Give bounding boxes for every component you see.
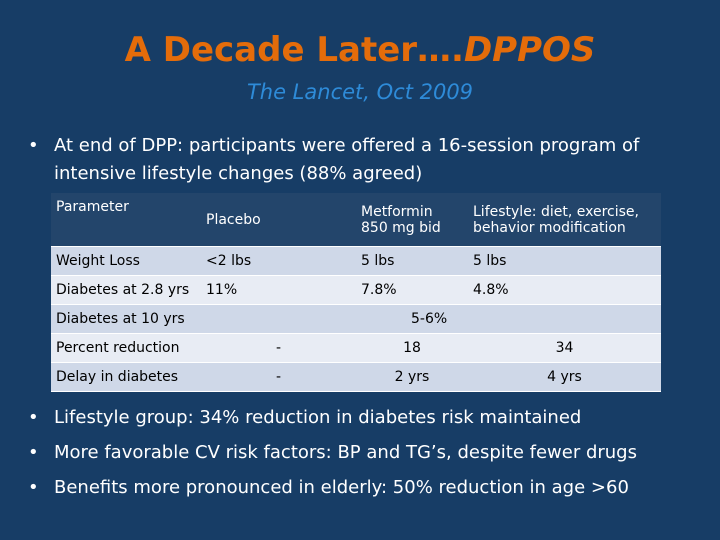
bullet-icon: •	[28, 477, 39, 498]
table-row: Percent reduction - 18 34	[51, 334, 661, 363]
header-placebo: Placebo	[201, 193, 356, 247]
table-row: Delay in diabetes - 2 yrs 4 yrs	[51, 363, 661, 392]
cell-lifestyle: 4.8%	[468, 276, 661, 305]
results-table: Parameter Placebo Metformin 850 mg bid L…	[51, 193, 661, 392]
title-italic: DPPOS	[463, 30, 596, 70]
slide-title: A Decade Later….DPPOS	[0, 30, 720, 70]
cell-lifestyle: 4 yrs	[468, 363, 661, 392]
list-item: • Lifestyle group: 34% reduction in diab…	[28, 400, 708, 435]
row-label: Weight Loss	[51, 247, 201, 276]
intro-bullet: • At end of DPP: participants were offer…	[28, 132, 708, 188]
row-label: Delay in diabetes	[51, 363, 201, 392]
bullet-text: More favorable CV risk factors: BP and T…	[54, 442, 637, 463]
title-main: A Decade Later….	[124, 30, 464, 70]
bullet-icon: •	[28, 407, 39, 428]
table-row: Weight Loss <2 lbs 5 lbs 5 lbs	[51, 247, 661, 276]
intro-text: At end of DPP: participants were offered…	[54, 135, 640, 184]
cell-merged-value: 5-6%	[356, 305, 661, 334]
bullet-text: Lifestyle group: 34% reduction in diabet…	[54, 407, 582, 428]
row-label: Diabetes at 10 yrs	[51, 305, 201, 334]
cell-metformin: 7.8%	[356, 276, 468, 305]
list-item: • Benefits more pronounced in elderly: 5…	[28, 470, 708, 505]
cell-lifestyle: 34	[468, 334, 661, 363]
cell-placebo: -	[201, 363, 356, 392]
table-row: Diabetes at 10 yrs 5-6%	[51, 305, 661, 334]
cell-placebo: 11%	[201, 276, 356, 305]
cell-lifestyle: 5 lbs	[468, 247, 661, 276]
bullet-icon: •	[28, 442, 39, 463]
bullet-icon: •	[28, 135, 39, 156]
cell-placebo: <2 lbs	[201, 247, 356, 276]
header-parameter: Parameter	[51, 193, 201, 247]
cell-metformin: 2 yrs	[356, 363, 468, 392]
slide-subtitle: The Lancet, Oct 2009	[246, 80, 474, 104]
header-metformin: Metformin 850 mg bid	[356, 193, 468, 247]
list-item: • More favorable CV risk factors: BP and…	[28, 435, 708, 470]
cell-metformin: 5 lbs	[356, 247, 468, 276]
cell-metformin: 18	[356, 334, 468, 363]
table-header-row: Parameter Placebo Metformin 850 mg bid L…	[51, 193, 661, 247]
bullet-list: • Lifestyle group: 34% reduction in diab…	[28, 400, 708, 505]
row-label: Diabetes at 2.8 yrs	[51, 276, 201, 305]
bullet-text: Benefits more pronounced in elderly: 50%…	[54, 477, 629, 498]
table-row: Diabetes at 2.8 yrs 11% 7.8% 4.8%	[51, 276, 661, 305]
cell-placebo: -	[201, 334, 356, 363]
header-lifestyle: Lifestyle: diet, exercise, behavior modi…	[468, 193, 661, 247]
row-label: Percent reduction	[51, 334, 201, 363]
